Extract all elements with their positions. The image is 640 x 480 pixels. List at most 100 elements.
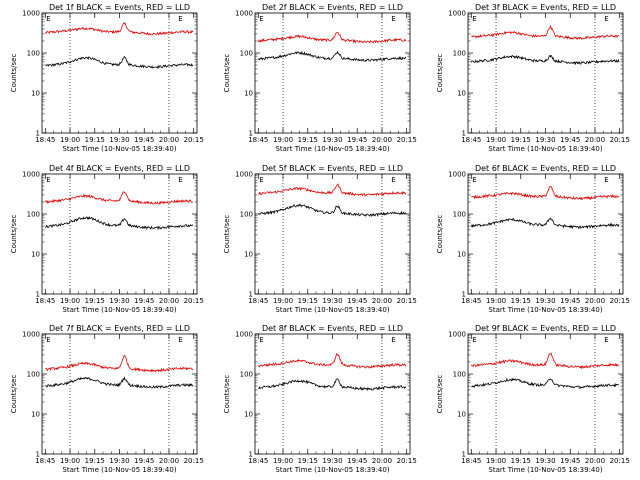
eclipse-marker: E xyxy=(46,15,50,23)
y-axis-label: Counts/sec xyxy=(223,215,231,254)
series-events-line xyxy=(45,55,194,69)
y-tick-label: 1 xyxy=(462,451,466,459)
eclipse-marker: E xyxy=(259,176,263,184)
series-lld-line xyxy=(257,352,407,369)
x-tick-label: 19:30 xyxy=(109,457,129,465)
y-tick-label: 1 xyxy=(462,291,466,299)
x-tick-label: 19:00 xyxy=(273,457,293,465)
y-axis-label: Counts/sec xyxy=(10,54,18,93)
panel-title: Det 7f BLACK = Events, RED = LLD xyxy=(49,324,190,333)
y-tick-label: 100 xyxy=(27,211,40,219)
x-tick-label: 20:00 xyxy=(372,297,392,305)
series-lld-line xyxy=(45,354,194,373)
x-tick-label: 19:45 xyxy=(560,457,580,465)
x-tick-label: 20:00 xyxy=(585,297,605,305)
series-events-line xyxy=(258,203,407,218)
y-tick-label: 10 xyxy=(31,251,40,259)
series-events-line xyxy=(470,217,620,230)
x-axis-label: Start Time (10-Nov-05 18:39:40) xyxy=(488,466,602,474)
x-tick-label: 19:15 xyxy=(511,297,531,305)
panel-title: Det 3f BLACK = Events, RED = LLD xyxy=(475,3,616,12)
panel-7: Det 7f BLACK = Events, RED = LLD 1 10 100 10… xyxy=(10,324,204,474)
plot-frame xyxy=(254,333,411,455)
series-events-line xyxy=(471,377,620,389)
y-tick-label: 1 xyxy=(36,291,40,299)
y-tick-label: 1 xyxy=(249,451,253,459)
x-tick-label: 20:00 xyxy=(159,457,179,465)
plot-frame xyxy=(467,333,624,455)
x-tick-label: 19:15 xyxy=(298,457,318,465)
x-tick-label: 20:15 xyxy=(610,297,630,305)
x-tick-label: 19:45 xyxy=(134,136,154,144)
x-tick-label: 19:45 xyxy=(560,297,580,305)
x-axis-label: Start Time (10-Nov-05 18:39:40) xyxy=(62,466,176,474)
x-tick-label: 19:15 xyxy=(511,136,531,144)
y-tick-label: 100 xyxy=(453,371,466,379)
eclipse-marker: E xyxy=(391,176,395,184)
x-tick-label: 19:30 xyxy=(109,297,129,305)
x-tick-label: 18:45 xyxy=(35,457,55,465)
x-tick-label: 19:00 xyxy=(60,297,80,305)
eclipse-marker: E xyxy=(472,15,476,23)
y-tick-label: 1 xyxy=(36,451,40,459)
x-tick-label: 20:15 xyxy=(184,457,204,465)
x-tick-label: 18:45 xyxy=(248,457,268,465)
y-tick-label: 10 xyxy=(31,90,40,98)
y-tick-label: 100 xyxy=(27,371,40,379)
x-tick-label: 19:30 xyxy=(322,457,342,465)
x-tick-label: 20:15 xyxy=(610,136,630,144)
x-tick-label: 19:15 xyxy=(511,457,531,465)
x-tick-label: 18:45 xyxy=(461,457,481,465)
y-tick-label: 10 xyxy=(244,411,253,419)
x-axis-label: Start Time (10-Nov-05 18:39:40) xyxy=(62,145,176,153)
x-tick-label: 19:30 xyxy=(535,136,555,144)
x-tick-label: 19:00 xyxy=(60,457,80,465)
eclipse-marker: E xyxy=(178,336,182,344)
panel-1: Det 1f BLACK = Events, RED = LLD 1 10 100 10… xyxy=(10,3,204,153)
x-tick-label: 19:15 xyxy=(298,136,318,144)
x-tick-label: 18:45 xyxy=(35,297,55,305)
x-tick-label: 19:15 xyxy=(85,457,105,465)
y-tick-label: 1000 xyxy=(448,10,466,18)
panel-6: Det 6f BLACK = Events, RED = LLD 1 10 100 10… xyxy=(436,164,630,314)
y-tick-label: 1 xyxy=(462,130,466,138)
x-tick-label: 20:00 xyxy=(585,136,605,144)
panel-title: Det 2f BLACK = Events, RED = LLD xyxy=(262,3,403,12)
series-lld-line xyxy=(257,31,407,44)
x-tick-label: 20:15 xyxy=(610,457,630,465)
x-tick-label: 19:45 xyxy=(347,457,367,465)
eclipse-marker: E xyxy=(46,176,50,184)
x-tick-label: 18:45 xyxy=(248,136,268,144)
eclipse-marker: E xyxy=(472,336,476,344)
x-tick-label: 19:15 xyxy=(298,297,318,305)
eclipse-marker: E xyxy=(259,15,263,23)
panel-title: Det 9f BLACK = Events, RED = LLD xyxy=(475,324,616,333)
plot-frame xyxy=(41,333,198,455)
eclipse-marker: E xyxy=(604,176,608,184)
y-axis-label: Counts/sec xyxy=(436,215,444,254)
x-axis-label: Start Time (10-Nov-05 18:39:40) xyxy=(488,306,602,314)
eclipse-marker: E xyxy=(391,15,395,23)
plot-frame xyxy=(467,173,624,295)
x-axis-label: Start Time (10-Nov-05 18:39:40) xyxy=(275,306,389,314)
x-tick-label: 19:30 xyxy=(109,136,129,144)
y-tick-label: 10 xyxy=(244,90,253,98)
x-tick-label: 19:00 xyxy=(273,297,293,305)
eclipse-marker: E xyxy=(178,176,182,184)
x-tick-label: 20:00 xyxy=(372,136,392,144)
y-tick-label: 100 xyxy=(240,211,253,219)
y-tick-label: 1000 xyxy=(22,171,40,179)
y-tick-label: 1000 xyxy=(235,10,253,18)
x-tick-label: 19:00 xyxy=(486,297,506,305)
x-tick-label: 20:00 xyxy=(585,457,605,465)
series-lld-line xyxy=(471,24,619,41)
y-axis-label: Counts/sec xyxy=(436,375,444,414)
x-tick-label: 19:45 xyxy=(134,297,154,305)
y-axis-label: Counts/sec xyxy=(223,375,231,414)
series-lld-line xyxy=(470,352,620,370)
x-tick-label: 20:15 xyxy=(184,136,204,144)
eclipse-marker: E xyxy=(604,336,608,344)
panel-title: Det 8f BLACK = Events, RED = LLD xyxy=(262,324,403,333)
series-events-line xyxy=(258,378,407,392)
panel-2: Det 2f BLACK = Events, RED = LLD 1 10 100 10… xyxy=(223,3,417,153)
